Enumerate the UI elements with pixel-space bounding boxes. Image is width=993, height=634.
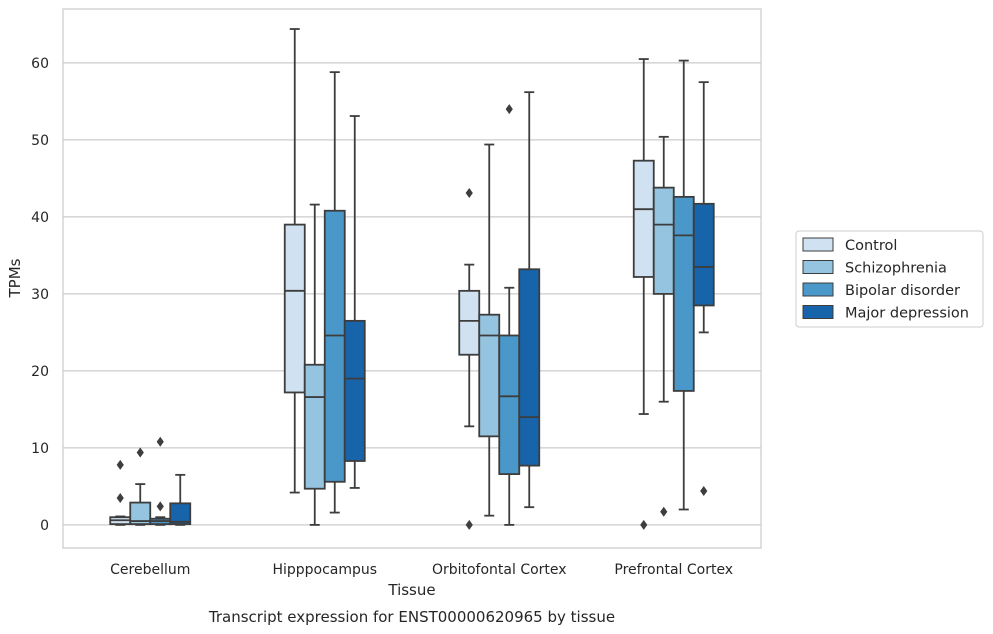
- iqr-box: [303, 363, 326, 490]
- box-bipolar-disorder: [498, 104, 521, 526]
- box-control: [109, 459, 132, 526]
- iqr-box: [518, 268, 541, 467]
- outlier-point: [136, 447, 144, 458]
- x-tick-labels: Cerebellum Hipppocampus Orbitofontal Corte…: [110, 562, 733, 578]
- legend-label: Control: [845, 238, 897, 254]
- y-tick-label: 50: [31, 133, 49, 149]
- box-major-depression: [343, 115, 366, 489]
- legend-swatch: [802, 305, 834, 319]
- box-control: [632, 58, 655, 530]
- y-tick-labels: 0 10 20 30 40 50 60: [31, 56, 49, 534]
- iqr-box: [692, 202, 715, 307]
- outlier-point: [660, 506, 668, 517]
- outlier-point: [640, 519, 648, 530]
- outlier-point: [505, 104, 513, 115]
- box-schizophrenia: [478, 143, 501, 517]
- outlier-point: [465, 519, 473, 530]
- legend: Control Schizophrenia Bipolar disorder Majo…: [795, 230, 984, 328]
- iqr-box: [498, 334, 521, 475]
- box-bipolar-disorder: [149, 436, 172, 526]
- x-tick-label: Orbitofontal Cortex: [432, 562, 567, 578]
- iqr-box: [652, 186, 675, 295]
- legend-swatch: [802, 237, 834, 252]
- iqr-box: [169, 502, 192, 526]
- legend-label: Major depression: [845, 306, 969, 322]
- x-tick-label: Cerebellum: [110, 562, 190, 578]
- outlier-point: [116, 459, 124, 470]
- legend-label: Schizophrenia: [845, 261, 947, 277]
- iqr-box: [343, 319, 366, 462]
- plot-frame: [62, 8, 762, 549]
- iqr-box: [632, 159, 655, 278]
- y-tick-label: 0: [40, 518, 49, 534]
- box-schizophrenia: [652, 135, 675, 517]
- iqr-box: [458, 289, 481, 356]
- y-tick-label: 30: [31, 287, 49, 303]
- box-bipolar-disorder: [323, 71, 346, 514]
- outlier-point: [465, 188, 473, 199]
- x-tick-label: Prefrontal Cortex: [614, 562, 733, 578]
- y-tick-label: 40: [31, 210, 49, 226]
- box-control: [458, 188, 481, 530]
- x-tick-label: Hipppocampus: [272, 562, 377, 578]
- x-axis-label: Tissue: [387, 581, 435, 599]
- outlier-point: [116, 492, 124, 503]
- iqr-box: [672, 195, 695, 392]
- iqr-box: [129, 501, 152, 526]
- outlier-point: [156, 501, 164, 512]
- iqr-box: [478, 313, 501, 438]
- box-major-depression: [692, 81, 715, 497]
- box-control: [283, 28, 306, 494]
- box-schizophrenia: [303, 203, 326, 526]
- box-major-depression: [518, 91, 541, 509]
- legend-label: Bipolar disorder: [845, 283, 960, 299]
- legend-frame: [795, 230, 984, 328]
- chart-title: Transcript expression for ENST0000062096…: [208, 608, 615, 626]
- box-major-depression: [169, 473, 192, 526]
- box-schizophrenia: [129, 447, 152, 526]
- y-tick-label: 20: [31, 364, 49, 380]
- legend-swatch: [802, 282, 834, 297]
- outlier-point: [700, 486, 708, 497]
- iqr-box: [323, 209, 346, 483]
- y-tick-label: 10: [31, 441, 49, 457]
- y-axis-label: TPMs: [6, 258, 24, 298]
- box-groups: [109, 28, 715, 530]
- legend-swatch: [802, 260, 834, 274]
- iqr-box: [283, 223, 306, 394]
- box-bipolar-disorder: [672, 59, 695, 511]
- outlier-point: [156, 436, 164, 447]
- y-tick-label: 60: [31, 56, 49, 72]
- grid-lines: [63, 62, 761, 526]
